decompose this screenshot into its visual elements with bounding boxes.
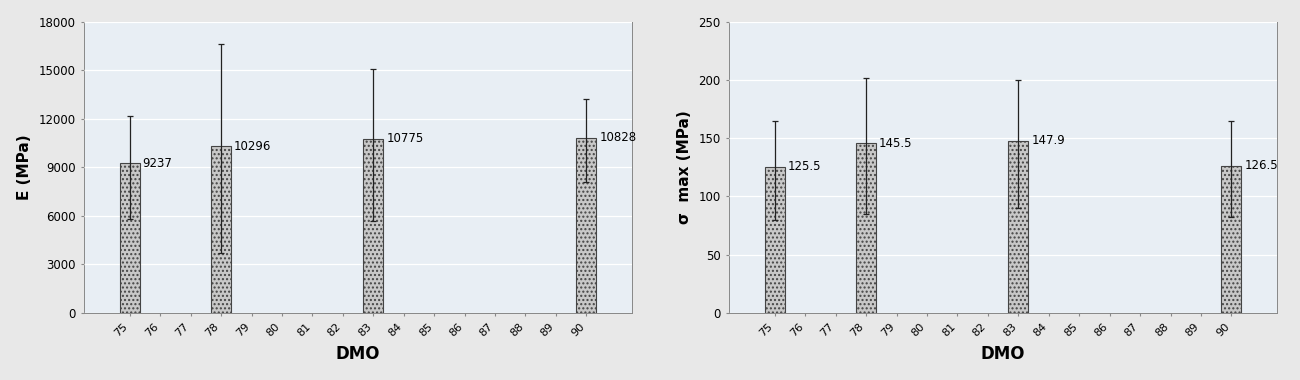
Bar xyxy=(857,143,876,313)
Text: 10775: 10775 xyxy=(386,132,424,145)
Text: 147.9: 147.9 xyxy=(1031,134,1065,147)
Text: 10828: 10828 xyxy=(599,131,637,144)
Text: 10296: 10296 xyxy=(234,140,272,153)
Bar xyxy=(764,167,785,313)
Bar xyxy=(364,139,384,313)
Y-axis label: E (MPa): E (MPa) xyxy=(17,135,31,200)
Text: 145.5: 145.5 xyxy=(879,137,913,150)
Bar xyxy=(1222,166,1242,313)
Bar xyxy=(120,163,139,313)
Bar xyxy=(211,146,231,313)
X-axis label: DMO: DMO xyxy=(335,345,381,363)
X-axis label: DMO: DMO xyxy=(980,345,1026,363)
Text: 125.5: 125.5 xyxy=(788,160,822,173)
Bar xyxy=(1009,141,1028,313)
Text: 126.5: 126.5 xyxy=(1244,159,1278,172)
Bar xyxy=(576,138,597,313)
Text: 9237: 9237 xyxy=(143,157,173,170)
Y-axis label: σ  max (MPa): σ max (MPa) xyxy=(676,111,692,224)
